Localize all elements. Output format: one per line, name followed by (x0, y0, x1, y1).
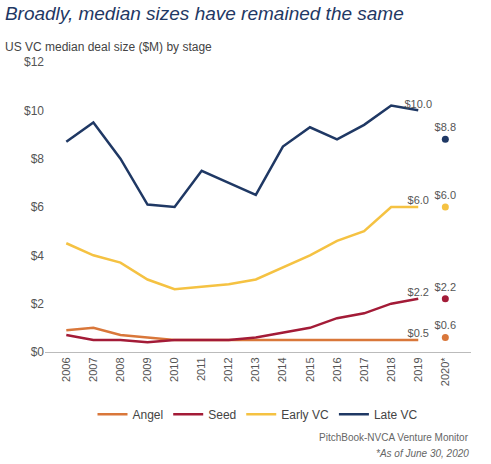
svg-text:2012: 2012 (222, 357, 234, 381)
svg-text:2011: 2011 (195, 357, 207, 381)
svg-text:PitchBook-NVCA Venture Monitor: PitchBook-NVCA Venture Monitor (319, 432, 469, 443)
svg-text:Seed: Seed (208, 408, 236, 422)
svg-text:2007: 2007 (87, 357, 99, 381)
svg-text:2018: 2018 (385, 357, 397, 381)
svg-text:2010: 2010 (168, 357, 180, 381)
svg-text:$0.6: $0.6 (435, 319, 456, 331)
svg-text:$6.0: $6.0 (435, 189, 456, 201)
svg-text:$4: $4 (31, 249, 45, 263)
svg-text:Broadly, median sizes have rem: Broadly, median sizes have remained the … (5, 3, 404, 24)
svg-text:2020*: 2020* (439, 357, 451, 386)
svg-text:$0.5: $0.5 (408, 327, 429, 339)
svg-text:2016: 2016 (331, 357, 343, 381)
svg-text:2019: 2019 (412, 357, 424, 381)
svg-text:$0: $0 (31, 345, 45, 359)
svg-text:2009: 2009 (141, 357, 153, 381)
svg-text:2015: 2015 (304, 357, 316, 381)
svg-text:$6.0: $6.0 (408, 194, 429, 206)
svg-text:US VC median deal size ($M) by: US VC median deal size ($M) by stage (5, 40, 212, 54)
svg-text:$10: $10 (24, 104, 44, 118)
svg-text:2017: 2017 (358, 357, 370, 381)
svg-text:$2.2: $2.2 (408, 286, 429, 298)
svg-text:$8: $8 (31, 152, 45, 166)
svg-text:$2.2: $2.2 (435, 281, 456, 293)
svg-text:2006: 2006 (60, 357, 72, 381)
svg-text:2013: 2013 (249, 357, 261, 381)
svg-text:$6: $6 (31, 200, 45, 214)
svg-text:$8.8: $8.8 (435, 121, 456, 133)
svg-text:2008: 2008 (114, 357, 126, 381)
svg-text:$12: $12 (24, 55, 44, 69)
svg-text:$2: $2 (31, 297, 45, 311)
svg-text:Early VC: Early VC (281, 408, 329, 422)
svg-text:Late VC: Late VC (374, 408, 418, 422)
svg-text:$10.0: $10.0 (404, 98, 432, 110)
svg-text:*As of June 30, 2020: *As of June 30, 2020 (376, 448, 469, 459)
svg-text:2014: 2014 (276, 357, 288, 381)
svg-text:Angel: Angel (133, 408, 164, 422)
